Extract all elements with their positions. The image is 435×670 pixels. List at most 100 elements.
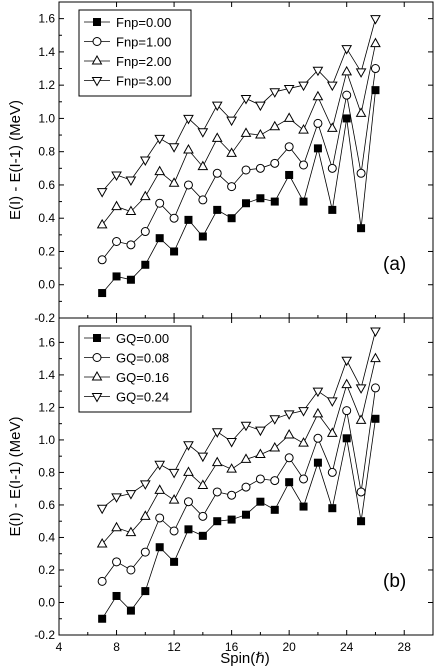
legend-label: GQ=0.24 — [116, 390, 169, 405]
data-point — [111, 171, 122, 181]
data-point — [283, 429, 295, 439]
data-point — [270, 476, 280, 486]
series-line-2 — [101, 358, 376, 545]
data-point — [198, 232, 207, 241]
legend-marker — [91, 393, 103, 403]
data-point — [355, 107, 367, 117]
data-point — [342, 406, 352, 416]
data-point — [198, 531, 207, 540]
data-point — [226, 147, 237, 157]
data-point — [126, 606, 135, 615]
data-point — [197, 128, 209, 138]
data-point — [298, 81, 309, 92]
data-point — [357, 224, 366, 233]
data-point — [242, 199, 250, 208]
data-point — [298, 407, 309, 417]
data-point — [298, 124, 309, 134]
data-point — [328, 205, 337, 214]
data-point — [170, 557, 179, 566]
data-point — [155, 513, 165, 523]
data-point — [154, 134, 166, 145]
data-point — [141, 260, 150, 269]
data-point — [170, 247, 179, 256]
data-point — [270, 505, 279, 514]
data-point — [356, 487, 366, 497]
data-point — [326, 427, 338, 437]
data-point — [98, 289, 107, 298]
data-point — [111, 200, 122, 211]
data-point — [155, 198, 165, 208]
data-point — [140, 547, 150, 557]
data-point — [155, 234, 164, 243]
data-point — [183, 466, 194, 476]
y-tick-label: 1.4 — [38, 45, 55, 59]
data-point — [341, 65, 353, 76]
y-tick-label: 1.2 — [38, 78, 55, 92]
data-point — [197, 452, 209, 463]
data-point — [184, 525, 193, 534]
series-line-2 — [101, 43, 376, 226]
data-point — [256, 497, 265, 506]
data-point — [285, 478, 294, 487]
data-point — [168, 177, 180, 187]
data-point — [370, 15, 381, 25]
data-point — [342, 90, 352, 100]
data-point — [112, 591, 121, 600]
data-point — [342, 434, 351, 443]
data-point — [370, 64, 380, 74]
data-point — [255, 101, 266, 112]
data-point — [341, 356, 353, 367]
data-point — [139, 480, 151, 490]
data-point — [226, 116, 237, 127]
data-point — [255, 474, 265, 484]
data-point — [270, 197, 279, 206]
data-point — [213, 205, 222, 214]
data-point — [313, 458, 322, 467]
data-point — [168, 468, 180, 479]
data-point — [226, 438, 237, 448]
data-point — [371, 86, 380, 95]
data-point — [183, 144, 194, 154]
data-point — [197, 160, 209, 171]
data-point — [299, 474, 309, 484]
data-point — [328, 504, 337, 513]
x-tick-label: 4 — [56, 640, 63, 654]
data-point — [213, 517, 222, 526]
data-point — [327, 163, 337, 173]
data-point — [313, 144, 322, 153]
data-point — [240, 421, 252, 432]
data-point — [198, 511, 208, 521]
data-point — [183, 114, 194, 125]
legend-label: Fnp=0.00 — [116, 15, 171, 30]
data-point — [356, 168, 366, 178]
data-point — [326, 122, 338, 132]
data-point — [371, 414, 380, 423]
data-point — [255, 426, 266, 437]
y-tick-label: 0.2 — [38, 244, 55, 258]
data-point — [241, 482, 251, 492]
data-point — [227, 490, 237, 500]
y-axis-label: E(I) - E(I-1) (MeV) — [7, 417, 24, 537]
data-point — [126, 275, 135, 284]
data-point — [255, 163, 265, 173]
legend-marker — [93, 334, 101, 342]
legend-marker — [93, 18, 101, 26]
data-point — [211, 132, 223, 142]
data-point — [139, 510, 151, 520]
x-tick-label: 28 — [398, 640, 412, 654]
data-point — [370, 37, 381, 48]
data-point — [96, 218, 108, 229]
data-point — [140, 227, 150, 237]
data-point — [169, 213, 179, 223]
y-tick-label: 0.8 — [38, 465, 55, 479]
x-tick-label: 16 — [225, 640, 239, 654]
legend-marker — [92, 353, 102, 362]
data-point — [227, 182, 237, 192]
data-point — [168, 494, 180, 504]
x-tick-label: 20 — [282, 640, 296, 654]
data-point — [341, 45, 353, 55]
data-point — [312, 387, 324, 398]
x-tick-label: 24 — [340, 640, 354, 654]
data-point — [255, 448, 266, 459]
